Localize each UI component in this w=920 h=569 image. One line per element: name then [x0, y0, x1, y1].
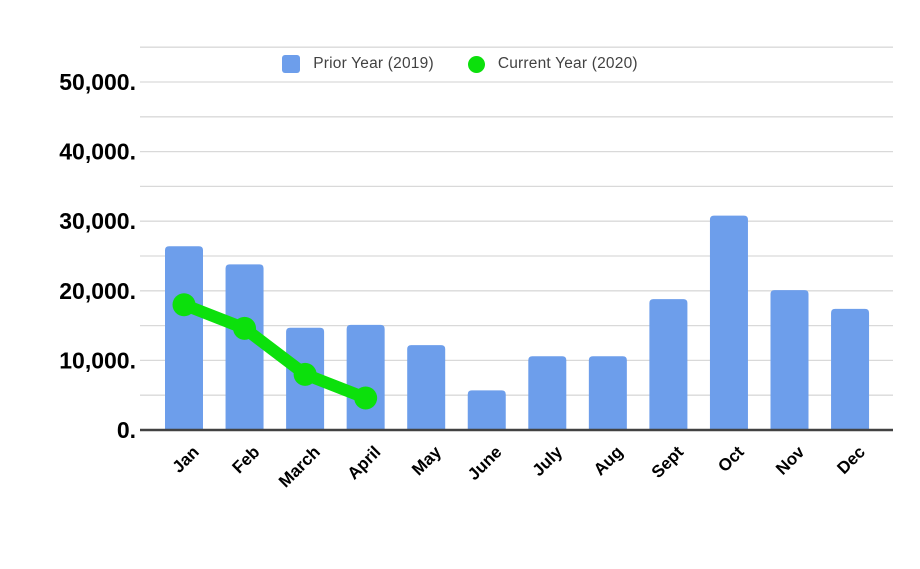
bar-july [528, 356, 567, 430]
x-axis-label-oct: Oct [714, 442, 748, 476]
point-march [293, 362, 317, 386]
x-axis-label-jan: Jan [169, 442, 203, 476]
bar-aug [588, 356, 627, 430]
x-axis-label-sept: Sept [648, 442, 688, 482]
x-axis-label-dec: Dec [833, 442, 868, 477]
bar-dec [831, 308, 870, 430]
y-tick-label: 40,000. [59, 139, 136, 165]
x-axis-label-march: March [275, 442, 324, 491]
bar-feb [225, 264, 264, 430]
bar-june [467, 390, 506, 430]
y-tick-label: 30,000. [59, 208, 136, 234]
bar-april [346, 324, 385, 430]
x-axis-label-july: July [529, 442, 567, 480]
y-tick-label: 0. [117, 417, 136, 443]
x-axis-label-june: June [464, 442, 505, 483]
point-april [354, 386, 378, 410]
bar-sept [649, 299, 688, 430]
y-tick-label: 20,000. [59, 278, 136, 304]
x-axis-label-feb: Feb [229, 442, 264, 477]
bar-may [407, 345, 446, 430]
point-jan [172, 293, 196, 317]
point-feb [233, 316, 257, 340]
y-tick-label: 50,000. [59, 69, 136, 95]
x-axis-label-aug: Aug [590, 442, 627, 479]
bar-nov [770, 290, 809, 430]
bar-oct [709, 215, 748, 430]
y-tick-label: 10,000. [59, 347, 136, 373]
current-year-line [178, 298, 372, 404]
x-axis-label-may: May [408, 442, 445, 479]
bar-jan [165, 246, 203, 430]
x-axis-label-nov: Nov [772, 442, 809, 479]
x-axis-label-april: April [344, 442, 385, 483]
